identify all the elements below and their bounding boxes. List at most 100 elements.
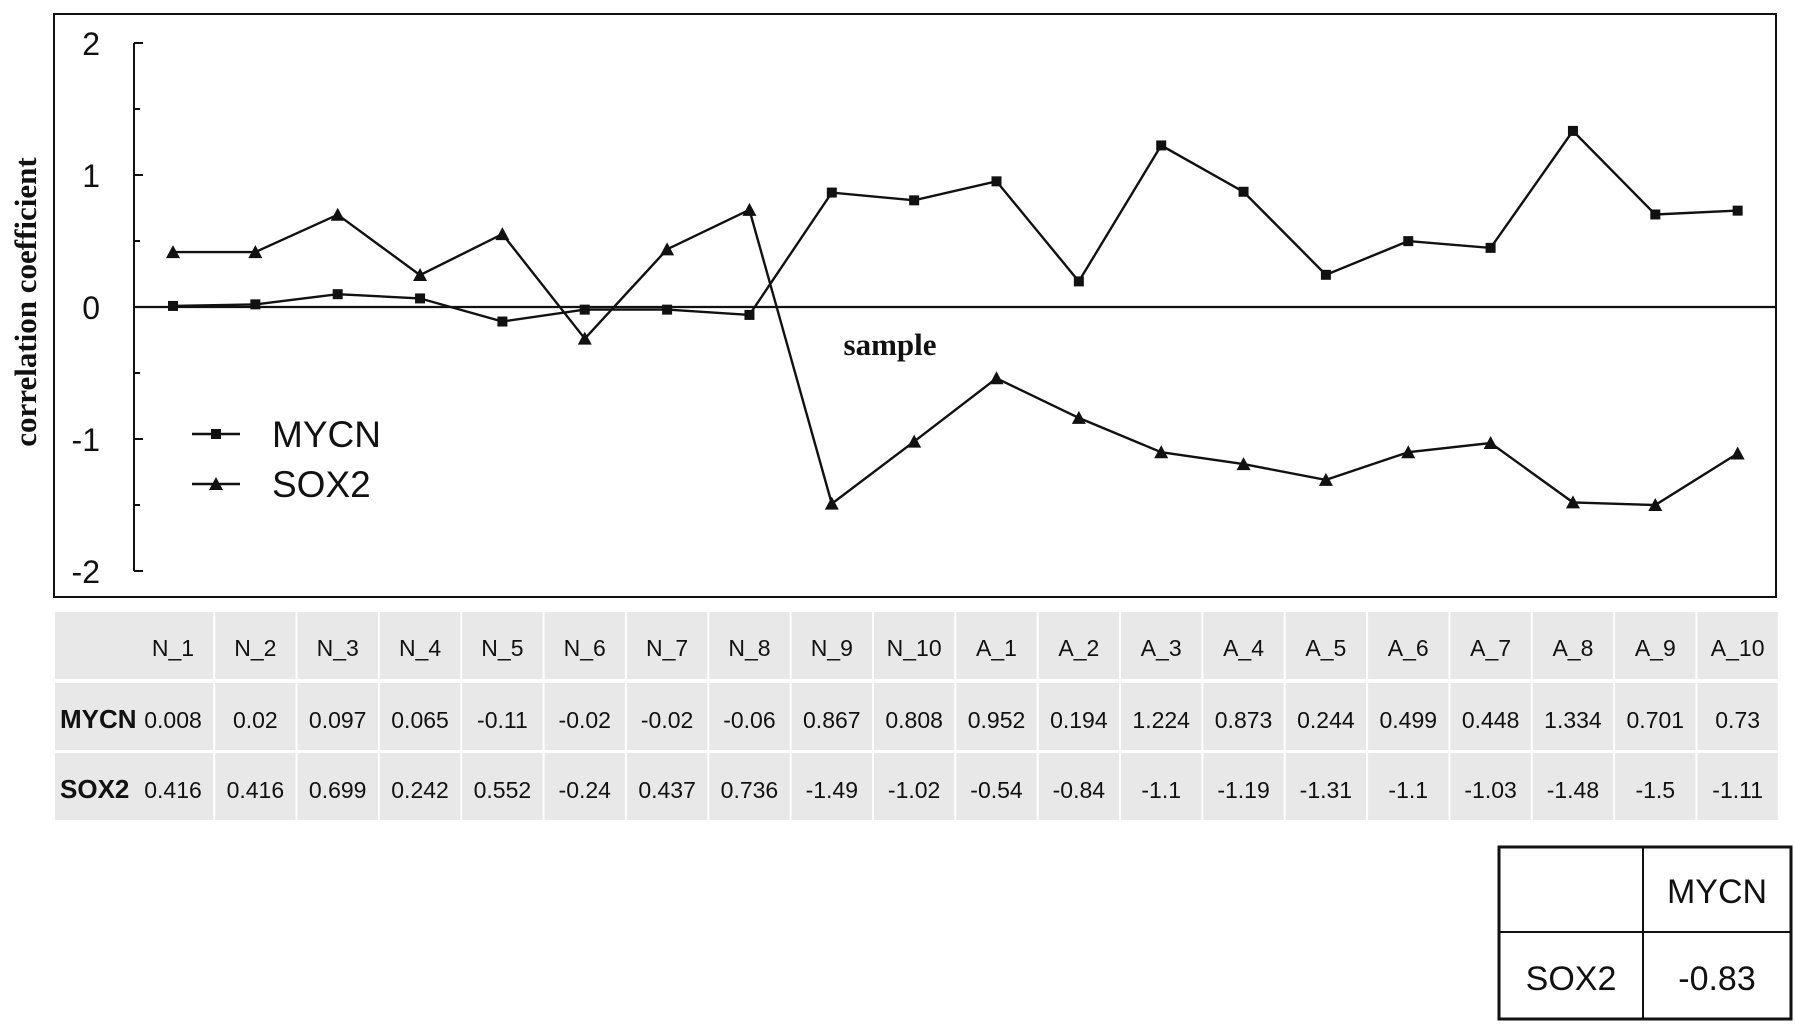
table-value-cell: 0.736: [721, 777, 779, 803]
table-cell: [297, 683, 378, 750]
table-value-cell: -0.84: [1053, 777, 1106, 803]
table-value-cell: -1.1: [1141, 777, 1181, 803]
table-cell: [873, 683, 955, 750]
table-cell: [132, 683, 214, 750]
table-cell: [1038, 753, 1120, 820]
table-value-cell: 0.499: [1379, 707, 1437, 733]
sox2-point: [1401, 445, 1416, 459]
sox2-point: [824, 496, 839, 510]
table-cell: [1121, 683, 1202, 750]
table-cell: [1203, 612, 1284, 679]
table-value-cell: 0.097: [309, 707, 367, 733]
table-cell: [791, 612, 872, 679]
table-cell: [55, 612, 144, 679]
table-header-cell: N_8: [728, 635, 770, 661]
plot-frame: [53, 13, 1777, 598]
table-header-cell: N_1: [152, 635, 194, 661]
sox2-point: [1154, 445, 1169, 459]
table-cell: [1697, 612, 1778, 679]
table-cell: [956, 683, 1037, 750]
sox2-point: [1318, 472, 1333, 486]
table-value-cell: 0.73: [1715, 707, 1760, 733]
sox2-line: [173, 208, 1739, 507]
table-cell: [55, 683, 144, 750]
mycn-point: [1156, 140, 1167, 151]
table-header-cell: A_2: [1058, 635, 1099, 661]
table-value-cell: 0.448: [1462, 707, 1520, 733]
table-cell: [215, 753, 296, 820]
table-cell: [626, 612, 708, 679]
table-value-cell: 0.242: [391, 777, 449, 803]
table-cell: [956, 753, 1037, 820]
mycn-point: [579, 304, 590, 315]
sox2-point: [1730, 446, 1745, 460]
table-value-cell: 0.008: [144, 707, 202, 733]
table-row-header: MYCN: [60, 704, 137, 734]
table-value-cell: -1.5: [1635, 777, 1675, 803]
legend-marker: [209, 477, 223, 490]
table-cell: [1203, 753, 1284, 820]
table-cell: [544, 683, 625, 750]
sox2-point: [330, 207, 345, 221]
table-value-cell: 1.224: [1132, 707, 1190, 733]
table-cell: [1615, 612, 1696, 679]
table-cell: [1368, 612, 1449, 679]
sox2-point: [577, 331, 592, 345]
y-tick-label: -2: [72, 554, 100, 590]
mycn-point: [744, 309, 755, 320]
table-cell: [544, 753, 625, 820]
table-cell: [1285, 683, 1367, 750]
table-value-cell: 0.952: [968, 707, 1026, 733]
mycn-point: [497, 316, 508, 327]
table-value-cell: 0.699: [309, 777, 367, 803]
table-cell: [215, 612, 296, 679]
table-header-cell: N_2: [234, 635, 276, 661]
table-cell: [1532, 612, 1614, 679]
sox2-point: [413, 268, 428, 282]
table-value-cell: -0.02: [641, 707, 693, 733]
table-header-cell: N_3: [317, 635, 359, 661]
table-value-cell: 0.873: [1215, 707, 1273, 733]
table-cell: [132, 612, 214, 679]
table-value-cell: -0.02: [559, 707, 611, 733]
table-value-cell: -0.54: [970, 777, 1023, 803]
sox2-point: [248, 245, 263, 259]
table-cell: [1121, 753, 1202, 820]
table-value-cell: -0.11: [477, 707, 528, 733]
table-header-cell: N_7: [646, 635, 688, 661]
table-cell: [1285, 753, 1367, 820]
table-cell: [626, 683, 708, 750]
table-cell: [1203, 683, 1284, 750]
table-cell: [1038, 683, 1120, 750]
mycn-point: [1650, 209, 1661, 220]
mycn-point: [909, 195, 920, 206]
table-value-cell: 0.867: [803, 707, 861, 733]
table-value-cell: -1.31: [1300, 777, 1352, 803]
mycn-point: [1485, 242, 1496, 253]
table-value-cell: -0.24: [559, 777, 612, 803]
mycn-point: [1732, 205, 1743, 216]
table-cell: [379, 612, 461, 679]
series-sox2: [166, 202, 1745, 511]
legend-label: SOX2: [272, 464, 371, 505]
mycn-line: [172, 129, 1738, 323]
mycn-point: [1320, 269, 1331, 280]
table-cell: [132, 753, 214, 820]
table-value-cell: -1.48: [1547, 777, 1599, 803]
sox2-point: [1648, 498, 1663, 511]
mycn-point: [662, 304, 673, 315]
table-value-cell: -1.02: [888, 777, 940, 803]
table-value-cell: -0.06: [723, 707, 775, 733]
table-value-cell: 0.416: [144, 777, 202, 803]
table-header-cell: A_10: [1711, 635, 1765, 661]
table-cell: [1285, 612, 1367, 679]
sox2-point: [742, 202, 757, 216]
y-axis-title: correlation coefficient: [8, 157, 43, 447]
table-value-cell: -1.03: [1464, 777, 1516, 803]
mycn-point: [1073, 276, 1084, 287]
table-value-cell: 0.808: [885, 707, 943, 733]
table-cell: [462, 683, 543, 750]
table-header-cell: N_4: [399, 635, 441, 661]
